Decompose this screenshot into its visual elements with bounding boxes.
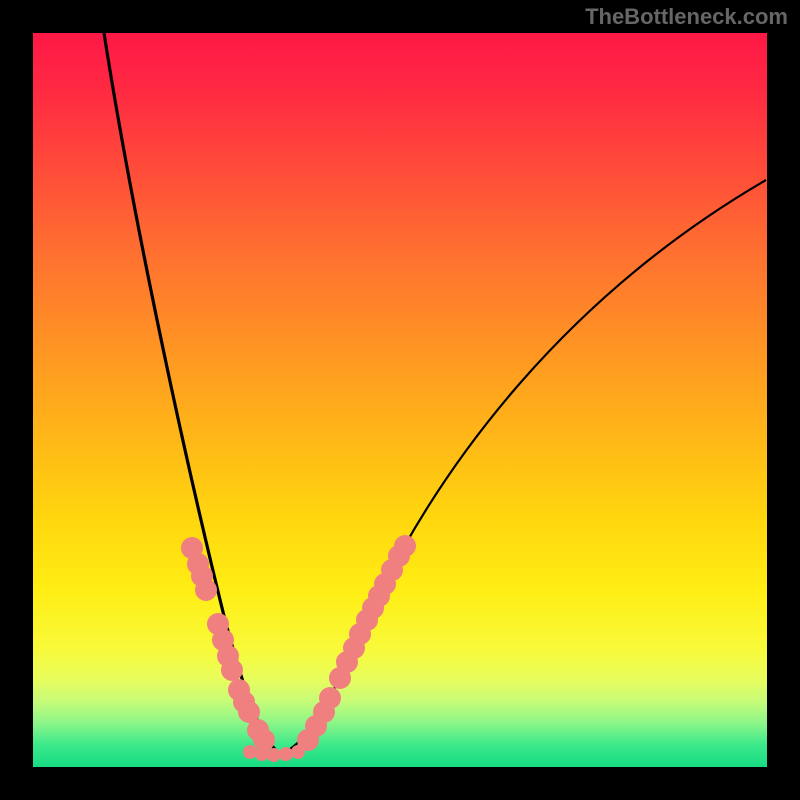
marker-dot bbox=[221, 659, 243, 681]
marker-dot bbox=[267, 748, 281, 762]
marker-dot bbox=[195, 579, 217, 601]
chart-canvas: TheBottleneck.com bbox=[0, 0, 800, 800]
watermark-text: TheBottleneck.com bbox=[585, 4, 788, 30]
gradient-panel bbox=[33, 33, 767, 767]
marker-dot bbox=[319, 687, 341, 709]
marker-dot bbox=[255, 747, 269, 761]
marker-dot bbox=[394, 535, 416, 557]
marker-dot bbox=[291, 745, 305, 759]
plot-svg bbox=[0, 0, 800, 800]
marker-dot bbox=[279, 747, 293, 761]
marker-dot bbox=[243, 745, 257, 759]
